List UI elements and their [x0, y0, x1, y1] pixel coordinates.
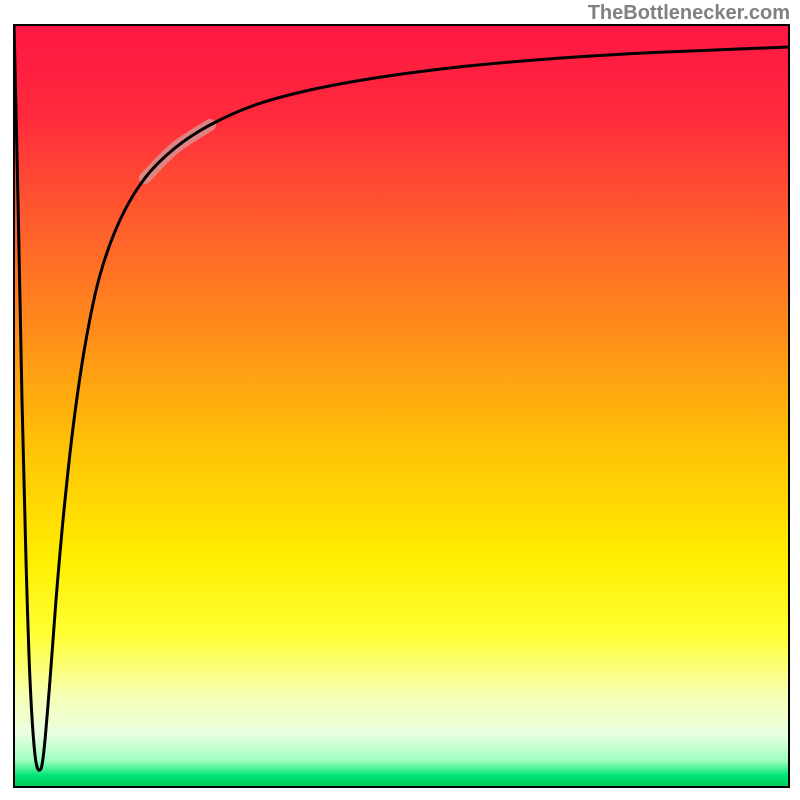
chart-container: TheBottlenecker.com — [0, 0, 800, 800]
bottleneck-chart — [0, 0, 800, 800]
attribution-label: TheBottlenecker.com — [588, 2, 790, 25]
gradient-background — [14, 25, 789, 787]
